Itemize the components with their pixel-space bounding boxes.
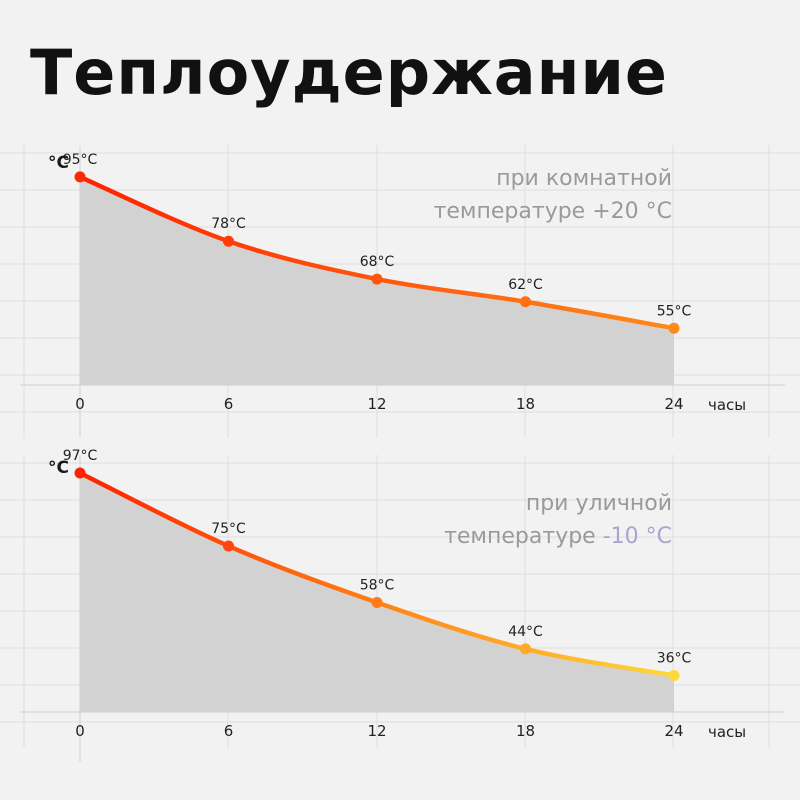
x-tick-label: 0 (75, 722, 85, 740)
x-tick-label: 18 (516, 722, 535, 740)
chart-room-temperature: 95°C 78°C 68°C 62°C 55°C 0 6 12 18 24 часы °C при ко… (0, 145, 800, 438)
data-label: 95°C (63, 152, 98, 168)
annotation-line-2: температуре +20 °C (434, 199, 672, 224)
page-title: Теплоудержание (30, 36, 668, 109)
data-point (223, 235, 234, 247)
data-label: 68°C (360, 254, 395, 270)
data-point (371, 273, 383, 285)
x-tick-label: 18 (516, 395, 535, 413)
annotation-line-1: при уличной (526, 491, 672, 516)
data-label: 78°C (211, 216, 246, 232)
data-point (520, 643, 531, 655)
x-axis-label: часы (708, 723, 746, 741)
data-label: 75°C (211, 521, 246, 537)
data-label: 44°C (508, 624, 543, 640)
data-point (371, 596, 383, 608)
data-label: 58°C (360, 577, 395, 593)
data-label: 36°C (657, 650, 692, 666)
data-point (223, 540, 234, 552)
data-point (74, 171, 86, 183)
x-tick-label: 6 (224, 395, 234, 413)
x-tick-label: 0 (75, 395, 85, 413)
annotation-line-2: температуре -10 °C (444, 524, 672, 549)
x-tick-label: 6 (224, 722, 234, 740)
data-label: 55°C (657, 303, 692, 319)
x-tick-label: 24 (664, 395, 683, 413)
chart-outdoor-temperature: 97°C 75°C 58°C 44°C 36°C 0 6 12 18 24 часы °C при ул… (0, 448, 800, 762)
data-point (668, 322, 680, 334)
annotation-highlight: -10 °C (603, 524, 672, 549)
x-tick-label: 24 (664, 722, 683, 740)
y-axis-label: °C (48, 458, 69, 478)
data-label: 97°C (63, 448, 98, 464)
x-axis-label: часы (708, 396, 746, 414)
x-tick-label: 12 (367, 395, 386, 413)
x-tick-label: 12 (367, 722, 386, 740)
data-point (520, 296, 531, 308)
data-point (74, 467, 86, 479)
y-axis-label: °C (48, 153, 69, 173)
data-point (668, 669, 680, 681)
data-label: 62°C (508, 277, 543, 293)
annotation-line-1: при комнатной (496, 166, 672, 191)
